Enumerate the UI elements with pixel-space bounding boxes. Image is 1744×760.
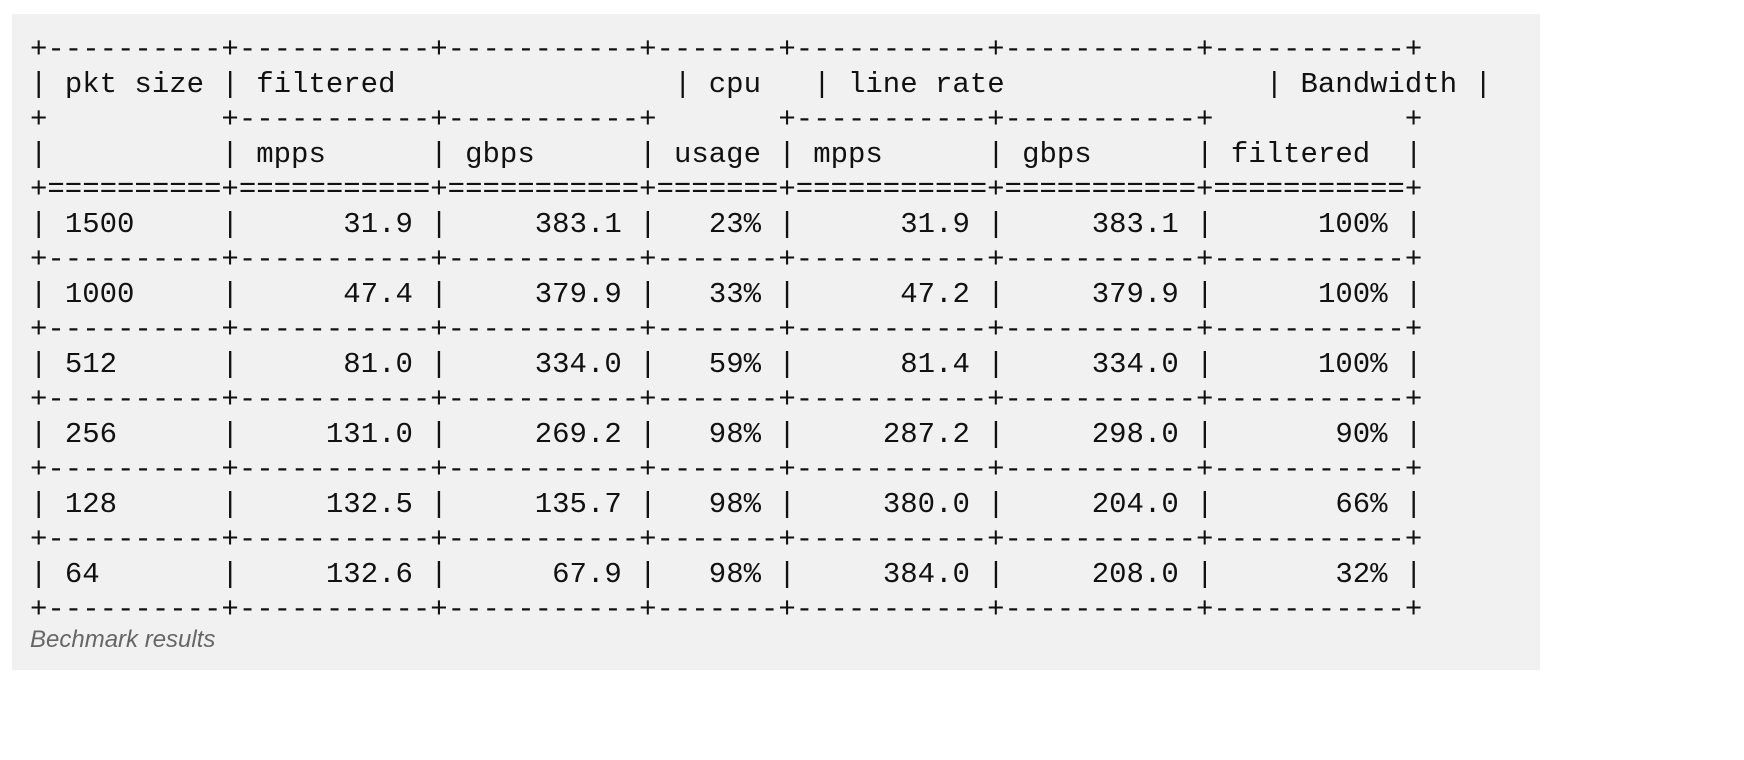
- cell-pkt-size: 1500: [64, 208, 135, 241]
- subheader-line-mpps: mpps: [813, 138, 883, 171]
- cell-cpu-usage: 33%: [708, 278, 762, 311]
- cell-filtered-gbps: 269.2: [534, 418, 622, 451]
- table-header-row-2: | | mpps | gbps | usage | mpps | gbps | …: [30, 138, 1423, 171]
- table-row: | 512 | 81.0 | 334.0 | 59% | 81.4 | 334.…: [30, 348, 1423, 381]
- header-bandwidth: Bandwidth: [1300, 68, 1458, 101]
- cell-line-mpps: 81.4: [900, 348, 970, 381]
- cell-line-gbps: 204.0: [1091, 488, 1179, 521]
- cell-cpu-usage: 98%: [708, 488, 762, 521]
- cell-filtered-mpps: 132.6: [325, 558, 413, 591]
- subheader-bandwidth-filtered: filtered: [1230, 138, 1371, 171]
- cell-cpu-usage: 59%: [708, 348, 762, 381]
- cell-pkt-size: 64: [64, 558, 100, 591]
- header-line-rate: line rate: [848, 68, 1005, 101]
- cell-filtered-gbps: 135.7: [534, 488, 622, 521]
- table-row-border: +----------+-----------+-----------+----…: [30, 523, 1423, 556]
- cell-cpu-usage: 23%: [708, 208, 762, 241]
- cell-filtered-mpps: 47.4: [343, 278, 413, 311]
- table-row-border: +----------+-----------+-----------+----…: [30, 593, 1423, 626]
- table-border-top: +----------+-----------+-----------+----…: [30, 33, 1423, 66]
- subheader-line-gbps: gbps: [1022, 138, 1092, 171]
- cell-filtered-gbps: 334.0: [534, 348, 622, 381]
- table-row: | 1500 | 31.9 | 383.1 | 23% | 31.9 | 383…: [30, 208, 1423, 241]
- table-row-border: +----------+-----------+-----------+----…: [30, 453, 1423, 486]
- cell-bandwidth-filtered: 100%: [1317, 208, 1388, 241]
- cell-cpu-usage: 98%: [708, 558, 762, 591]
- cell-line-mpps: 384.0: [882, 558, 970, 591]
- cell-line-gbps: 298.0: [1091, 418, 1179, 451]
- cell-line-gbps: 383.1: [1091, 208, 1179, 241]
- cell-filtered-mpps: 132.5: [325, 488, 413, 521]
- cell-line-mpps: 287.2: [882, 418, 970, 451]
- table-header-separator: + +-----------+-----------+ +-----------…: [30, 103, 1423, 136]
- cell-filtered-gbps: 67.9: [552, 558, 622, 591]
- table-row: | 1000 | 47.4 | 379.9 | 33% | 47.2 | 379…: [30, 278, 1423, 311]
- subheader-filtered-gbps: gbps: [465, 138, 535, 171]
- cell-bandwidth-filtered: 100%: [1317, 348, 1388, 381]
- header-pkt-size: pkt size: [64, 68, 205, 101]
- subheader-filtered-mpps: mpps: [256, 138, 326, 171]
- cell-line-gbps: 379.9: [1091, 278, 1179, 311]
- table-row: | 64 | 132.6 | 67.9 | 98% | 384.0 | 208.…: [30, 558, 1423, 591]
- cell-line-mpps: 31.9: [900, 208, 970, 241]
- header-filtered: filtered: [256, 68, 396, 101]
- cell-filtered-mpps: 131.0: [325, 418, 413, 451]
- table-header-divider: +==========+===========+===========+====…: [30, 173, 1423, 206]
- header-cpu: cpu: [708, 68, 761, 101]
- table-row-border: +----------+-----------+-----------+----…: [30, 243, 1423, 276]
- subheader-cpu-usage: usage: [673, 138, 761, 171]
- cell-bandwidth-filtered: 32%: [1335, 558, 1388, 591]
- table-row-border: +----------+-----------+-----------+----…: [30, 383, 1423, 416]
- cell-line-gbps: 334.0: [1091, 348, 1179, 381]
- cell-line-gbps: 208.0: [1091, 558, 1179, 591]
- table-row: | 128 | 132.5 | 135.7 | 98% | 380.0 | 20…: [30, 488, 1423, 521]
- cell-pkt-size: 256: [64, 418, 118, 451]
- table-row-border: +----------+-----------+-----------+----…: [30, 313, 1423, 346]
- cell-filtered-gbps: 383.1: [534, 208, 622, 241]
- cell-line-mpps: 47.2: [900, 278, 970, 311]
- cell-pkt-size: 128: [64, 488, 118, 521]
- cell-pkt-size: 512: [64, 348, 118, 381]
- table-row: | 256 | 131.0 | 269.2 | 98% | 287.2 | 29…: [30, 418, 1423, 451]
- cell-bandwidth-filtered: 100%: [1317, 278, 1388, 311]
- cell-bandwidth-filtered: 66%: [1335, 488, 1388, 521]
- cell-line-mpps: 380.0: [882, 488, 970, 521]
- ascii-benchmark-table: +----------+-----------+-----------+----…: [30, 32, 1492, 627]
- cell-filtered-gbps: 379.9: [534, 278, 622, 311]
- cell-filtered-mpps: 31.9: [343, 208, 413, 241]
- code-block-panel: +----------+-----------+-----------+----…: [12, 14, 1540, 670]
- cell-pkt-size: 1000: [64, 278, 135, 311]
- cell-bandwidth-filtered: 90%: [1335, 418, 1388, 451]
- cell-cpu-usage: 98%: [708, 418, 762, 451]
- table-caption: Bechmark results: [30, 626, 216, 653]
- cell-filtered-mpps: 81.0: [343, 348, 413, 381]
- table-header-row-1: | pkt size | filtered | cpu | line rate …: [30, 68, 1492, 101]
